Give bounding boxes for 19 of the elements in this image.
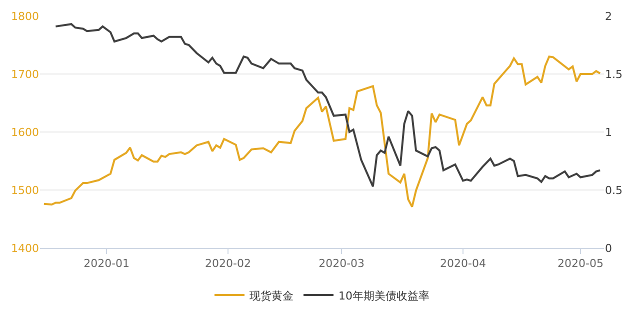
y2-tick-label: 0 xyxy=(605,242,612,255)
y2-tick-label: 1.5 xyxy=(605,68,622,81)
line-series xyxy=(42,56,602,208)
y-tick-label: 1500 xyxy=(11,184,39,197)
legend-label: 10年期美债收益率 xyxy=(338,289,430,302)
y-tick-label: 1800 xyxy=(11,10,39,23)
x-tick-label: 2020-01 xyxy=(84,257,130,270)
legend-label: 现货黄金 xyxy=(250,289,294,302)
line-series xyxy=(54,23,602,188)
y2-tick-label: 0.5 xyxy=(605,184,622,197)
y2-tick-label: 2 xyxy=(605,10,612,23)
y-tick-label: 1700 xyxy=(11,68,39,81)
x-tick-label: 2020-04 xyxy=(440,257,486,270)
x-tick-label: 2020-05 xyxy=(558,257,604,270)
x-tick-label: 2020-02 xyxy=(205,257,251,270)
x-tick-label: 2020-03 xyxy=(318,257,365,270)
y2-tick-label: 1 xyxy=(605,126,612,139)
y-tick-label: 1400 xyxy=(11,242,39,255)
y-tick-label: 1600 xyxy=(11,126,39,139)
